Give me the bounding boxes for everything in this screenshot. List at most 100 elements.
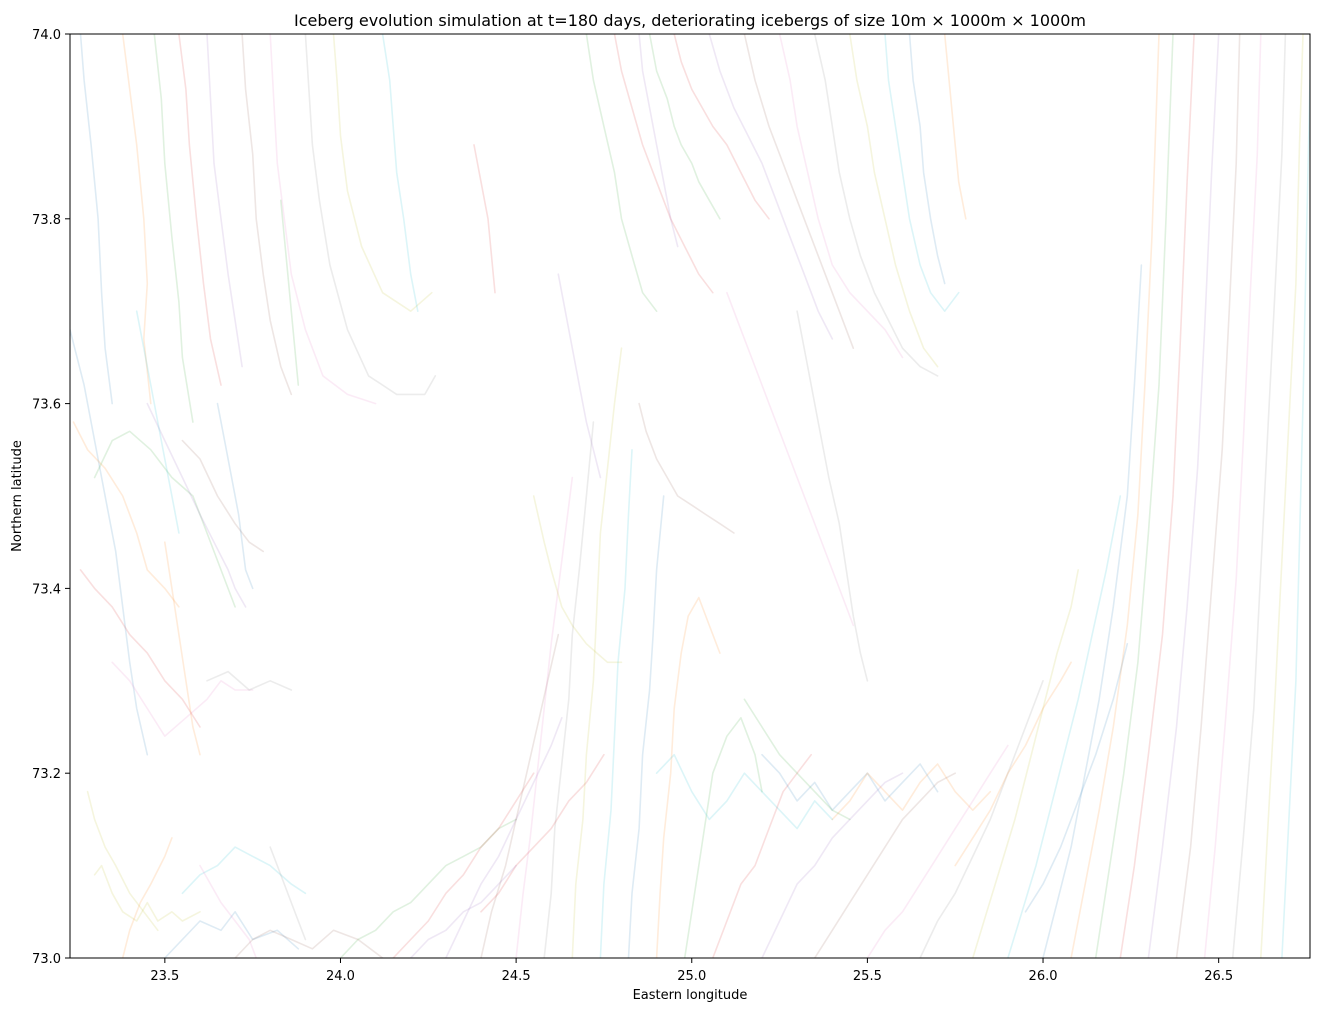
iceberg-track bbox=[181, 439, 265, 553]
iceberg-track bbox=[571, 347, 623, 958]
iceberg-track bbox=[543, 421, 595, 958]
iceberg-track bbox=[778, 34, 904, 359]
iceberg-track bbox=[796, 310, 869, 682]
x-tick-label: 26.5 bbox=[1204, 969, 1233, 984]
iceberg-track bbox=[1281, 79, 1310, 958]
x-tick-label: 23.5 bbox=[150, 969, 179, 984]
iceberg-track bbox=[121, 34, 152, 405]
y-tick-label: 73.8 bbox=[32, 213, 61, 228]
iceberg-track bbox=[86, 790, 159, 932]
y-tick-label: 73.2 bbox=[32, 767, 61, 782]
iceberg-track bbox=[93, 864, 201, 922]
iceberg-track bbox=[1024, 642, 1129, 913]
iceberg-track bbox=[332, 34, 433, 313]
iceberg-track bbox=[813, 34, 939, 377]
iceberg-track bbox=[1094, 34, 1174, 958]
iceberg-track bbox=[1119, 34, 1195, 958]
iceberg-track bbox=[743, 698, 851, 821]
iceberg-track bbox=[473, 144, 496, 294]
y-axis: 73.0 73.2 73.4 73.6 73.8 74.0 bbox=[32, 28, 70, 967]
iceberg-track bbox=[971, 569, 1079, 958]
iceberg-track bbox=[1175, 34, 1241, 958]
iceberg-track bbox=[1070, 34, 1160, 958]
x-tick-label: 26.0 bbox=[1029, 969, 1058, 984]
x-tick-label: 24.0 bbox=[326, 969, 355, 984]
iceberg-track bbox=[1007, 495, 1122, 958]
iceberg-track bbox=[339, 818, 517, 958]
iceberg-track bbox=[234, 929, 384, 958]
iceberg-track bbox=[1042, 264, 1143, 958]
iceberg-track bbox=[79, 34, 113, 405]
iceberg-track bbox=[70, 328, 149, 756]
iceberg-track bbox=[206, 670, 293, 691]
iceberg-track bbox=[164, 541, 201, 756]
iceberg-track bbox=[683, 716, 763, 958]
iceberg-track bbox=[557, 273, 602, 479]
iceberg-track bbox=[943, 34, 967, 220]
iceberg-track bbox=[954, 661, 1072, 867]
iceberg-track bbox=[627, 495, 665, 958]
iceberg-track bbox=[111, 661, 254, 738]
iceberg-track bbox=[613, 34, 714, 294]
iceberg-track bbox=[1203, 34, 1262, 958]
iceberg-track bbox=[79, 569, 201, 728]
iceberg-track bbox=[884, 34, 960, 313]
iceberg-track bbox=[726, 291, 855, 627]
iceberg-track bbox=[655, 753, 834, 830]
iceberg-track bbox=[269, 34, 377, 405]
iceberg-track bbox=[178, 34, 222, 386]
iceberg-track bbox=[1231, 34, 1287, 958]
iceberg-track bbox=[72, 421, 180, 608]
y-tick-label: 74.0 bbox=[32, 28, 61, 43]
iceberg-track bbox=[146, 402, 247, 608]
iceberg-track bbox=[480, 633, 560, 958]
iceberg-track bbox=[153, 34, 194, 423]
iceberg-track bbox=[708, 34, 834, 340]
iceberg-track bbox=[409, 864, 517, 958]
plot-frame bbox=[69, 33, 1311, 959]
iceberg-track bbox=[216, 402, 254, 590]
iceberg-track bbox=[848, 34, 939, 368]
iceberg-track bbox=[181, 846, 307, 895]
iceberg-track bbox=[638, 402, 735, 534]
iceberg-track bbox=[480, 753, 605, 913]
iceberg-track bbox=[585, 34, 658, 313]
iceberg-track bbox=[515, 476, 574, 958]
x-axis-label: Eastern longitude bbox=[633, 988, 748, 1003]
iceberg-track bbox=[761, 772, 904, 958]
y-tick-label: 73.0 bbox=[32, 952, 61, 967]
iceberg-track bbox=[743, 34, 855, 350]
iceberg-track bbox=[831, 763, 992, 821]
iceberg-track bbox=[532, 495, 623, 664]
x-tick-label: 25.0 bbox=[677, 969, 706, 984]
iceberg-track bbox=[121, 837, 173, 958]
chart-title: Iceberg evolution simulation at t=180 da… bbox=[294, 11, 1086, 30]
iceberg-track bbox=[655, 596, 721, 958]
x-tick-label: 25.5 bbox=[853, 969, 882, 984]
iceberg-track bbox=[711, 753, 813, 958]
iceberg-track bbox=[381, 34, 419, 313]
iceberg-track bbox=[445, 716, 563, 958]
iceberg-track bbox=[919, 679, 1044, 958]
iceberg-track bbox=[392, 772, 535, 958]
x-axis: 23.5 24.0 24.5 25.0 25.5 26.0 26.5 bbox=[150, 958, 1233, 984]
iceberg-track bbox=[673, 34, 770, 220]
y-axis-label: Northern latitude bbox=[10, 440, 25, 552]
iceberg-track bbox=[269, 846, 307, 941]
iceberg-track bbox=[93, 430, 236, 608]
iceberg-track bbox=[638, 34, 679, 248]
iceberg-track bbox=[648, 34, 721, 220]
iceberg-track bbox=[135, 310, 180, 534]
iceberg-track bbox=[206, 34, 243, 368]
iceberg-track bbox=[813, 772, 957, 958]
iceberg-track bbox=[304, 34, 437, 396]
iceberg-track bbox=[761, 753, 939, 812]
iceberg-track bbox=[866, 744, 1009, 958]
iceberg-track bbox=[1260, 34, 1304, 958]
iceberg-track bbox=[279, 199, 300, 386]
iceberg-tracks bbox=[70, 34, 1310, 958]
iceberg-track bbox=[241, 34, 293, 396]
x-tick-label: 24.5 bbox=[502, 969, 531, 984]
iceberg-track bbox=[908, 34, 946, 285]
